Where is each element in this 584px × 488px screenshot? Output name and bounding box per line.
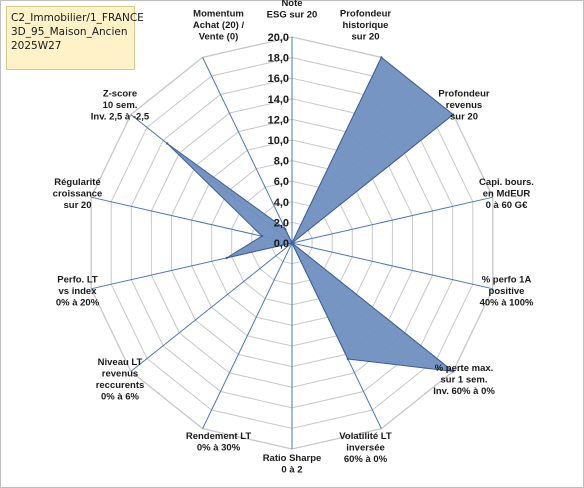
axis-label: % perfo 1A positive 40% à 100%: [480, 275, 534, 309]
axis-label-line: revenus: [446, 100, 482, 111]
axis-label-line: historique: [343, 20, 389, 31]
axis-label-line: inversée: [346, 443, 385, 454]
axis-label: Ratio Sharpe 0 à 2: [263, 453, 322, 476]
axis-label-line: croissance: [53, 188, 103, 199]
axis-label: Z-score 10 sem. Inv. 2,5 à -2,5: [91, 89, 150, 123]
axis-label-line: vs index: [58, 286, 97, 297]
axis-label-line: Achat (20) /: [193, 20, 245, 31]
data-point: [380, 56, 383, 59]
axis-label-line: Rendement LT: [186, 431, 251, 442]
axis-label-line: 0 à 2: [281, 465, 302, 476]
axis-label-line: sur 20: [450, 112, 478, 123]
axis-label: Rendement LT 0% à 30%: [186, 431, 251, 454]
data-point: [225, 256, 228, 260]
data-point: [451, 370, 455, 373]
tick-label: 8,0: [274, 156, 289, 168]
axis-label-line: Inv. 2,5 à -2,5: [91, 112, 150, 123]
tick-label: 4,0: [274, 197, 289, 209]
axis-label: Profondeur revenus sur 20: [438, 89, 489, 123]
series-area: [166, 56, 455, 373]
axis-label-line: revenus: [102, 369, 138, 380]
axis-label-line: reccurents: [96, 380, 145, 391]
axis-label-line: Ratio Sharpe: [263, 453, 322, 464]
axis-label-line: sur 20: [352, 31, 380, 42]
axis-spoke: [291, 242, 493, 290]
axis-label-line: 0% à 30%: [197, 443, 241, 454]
axis-label: Momentum Achat (20) / Vente (0): [193, 8, 245, 42]
axis-label: Volatilité LT inversée 60% à 0%: [339, 431, 392, 465]
axis-label-line: % perfo 1A: [482, 275, 532, 286]
axis-spoke: [202, 242, 293, 429]
axis-label-line: sur 1 sem.: [441, 374, 488, 385]
data-point: [284, 227, 287, 231]
tick-label: 10,0: [268, 135, 289, 147]
axis-label-line: Vente (0): [199, 31, 239, 42]
axis-spoke: [91, 196, 293, 244]
axis-spoke: [130, 242, 293, 372]
axis-label-line: Note: [281, 0, 302, 9]
tick-label: 6,0: [274, 176, 289, 188]
axis-label: % perte max. sur 1 sem. Inv. 60% à 0%: [433, 363, 495, 397]
data-point: [451, 113, 455, 116]
radar-series: [166, 56, 455, 373]
tick-label: 0,0: [274, 238, 289, 250]
axis-label-line: Niveau LT: [98, 357, 143, 368]
axis-label-line: 0% à 6%: [101, 392, 140, 403]
header-line-3: 2025W27: [11, 40, 62, 52]
header-line-1: C2_Immobilier/1_FRANCE: [11, 12, 144, 24]
radar-tick-labels: 0,0 2,0 4,0 6,0 8,0 10,0 12,0 14,0 16,0 18,0 20,0: [268, 32, 289, 250]
tick-label: 16,0: [268, 73, 289, 85]
axis-label-line: Profondeur: [340, 8, 391, 19]
radar-axis-labels: Note ESG sur 20 Profondeur historique sur 20…: [53, 0, 534, 476]
axis-label-line: en MdEUR: [483, 188, 531, 199]
axis-label: Capi. bours. en MdEUR 0 à 60 G€: [479, 177, 534, 211]
axis-label-line: 40% à 100%: [480, 298, 534, 309]
axis-label-line: Z-score: [103, 89, 137, 100]
header-line-2: 3D_95_Maison_Ancien: [11, 26, 128, 38]
axis-label-line: Volatilité LT: [339, 431, 392, 442]
data-point: [290, 241, 294, 245]
axis-label-line: Profondeur: [438, 89, 489, 100]
axis-label-line: Capi. bours.: [479, 177, 534, 188]
axis-label: Régularité croissance sur 20: [53, 177, 103, 211]
axis-label-line: Inv. 60% à 0%: [433, 386, 495, 397]
axis-label-line: 0% à 20%: [56, 298, 100, 309]
axis-label-line: 60% à 0%: [344, 454, 388, 465]
data-point: [346, 357, 350, 361]
axis-label: Perfo. LT vs index 0% à 20%: [56, 275, 100, 309]
axis-spoke: [291, 196, 493, 244]
data-point: [166, 142, 169, 145]
chart-header-box: C2_Immobilier/1_FRANCE 3D_95_Maison_Anci…: [6, 6, 144, 70]
axis-label-line: ESG sur 20: [267, 10, 318, 21]
axis-label: Niveau LT revenus reccurents 0% à 6%: [96, 357, 145, 403]
axis-label-line: % perte max.: [435, 363, 494, 374]
axis-label: Note ESG sur 20: [267, 0, 318, 21]
tick-label: 20,0: [268, 32, 289, 44]
axis-label-line: sur 20: [64, 200, 92, 211]
axis-label-line: positive: [489, 286, 525, 297]
data-point: [260, 234, 264, 238]
axis-label: Profondeur historique sur 20: [340, 8, 391, 42]
axis-label-line: Régularité: [54, 177, 100, 188]
axis-label-line: 0 à 60 G€: [486, 200, 528, 211]
axis-label-line: Perfo. LT: [57, 275, 98, 286]
axis-spoke: [202, 57, 293, 244]
tick-label: 18,0: [268, 53, 289, 65]
tick-label: 14,0: [268, 94, 289, 106]
axis-label-line: Momentum: [193, 8, 244, 19]
tick-label: 12,0: [268, 114, 289, 126]
tick-label: 2,0: [274, 217, 289, 229]
axis-label-line: 10 sem.: [103, 100, 138, 111]
